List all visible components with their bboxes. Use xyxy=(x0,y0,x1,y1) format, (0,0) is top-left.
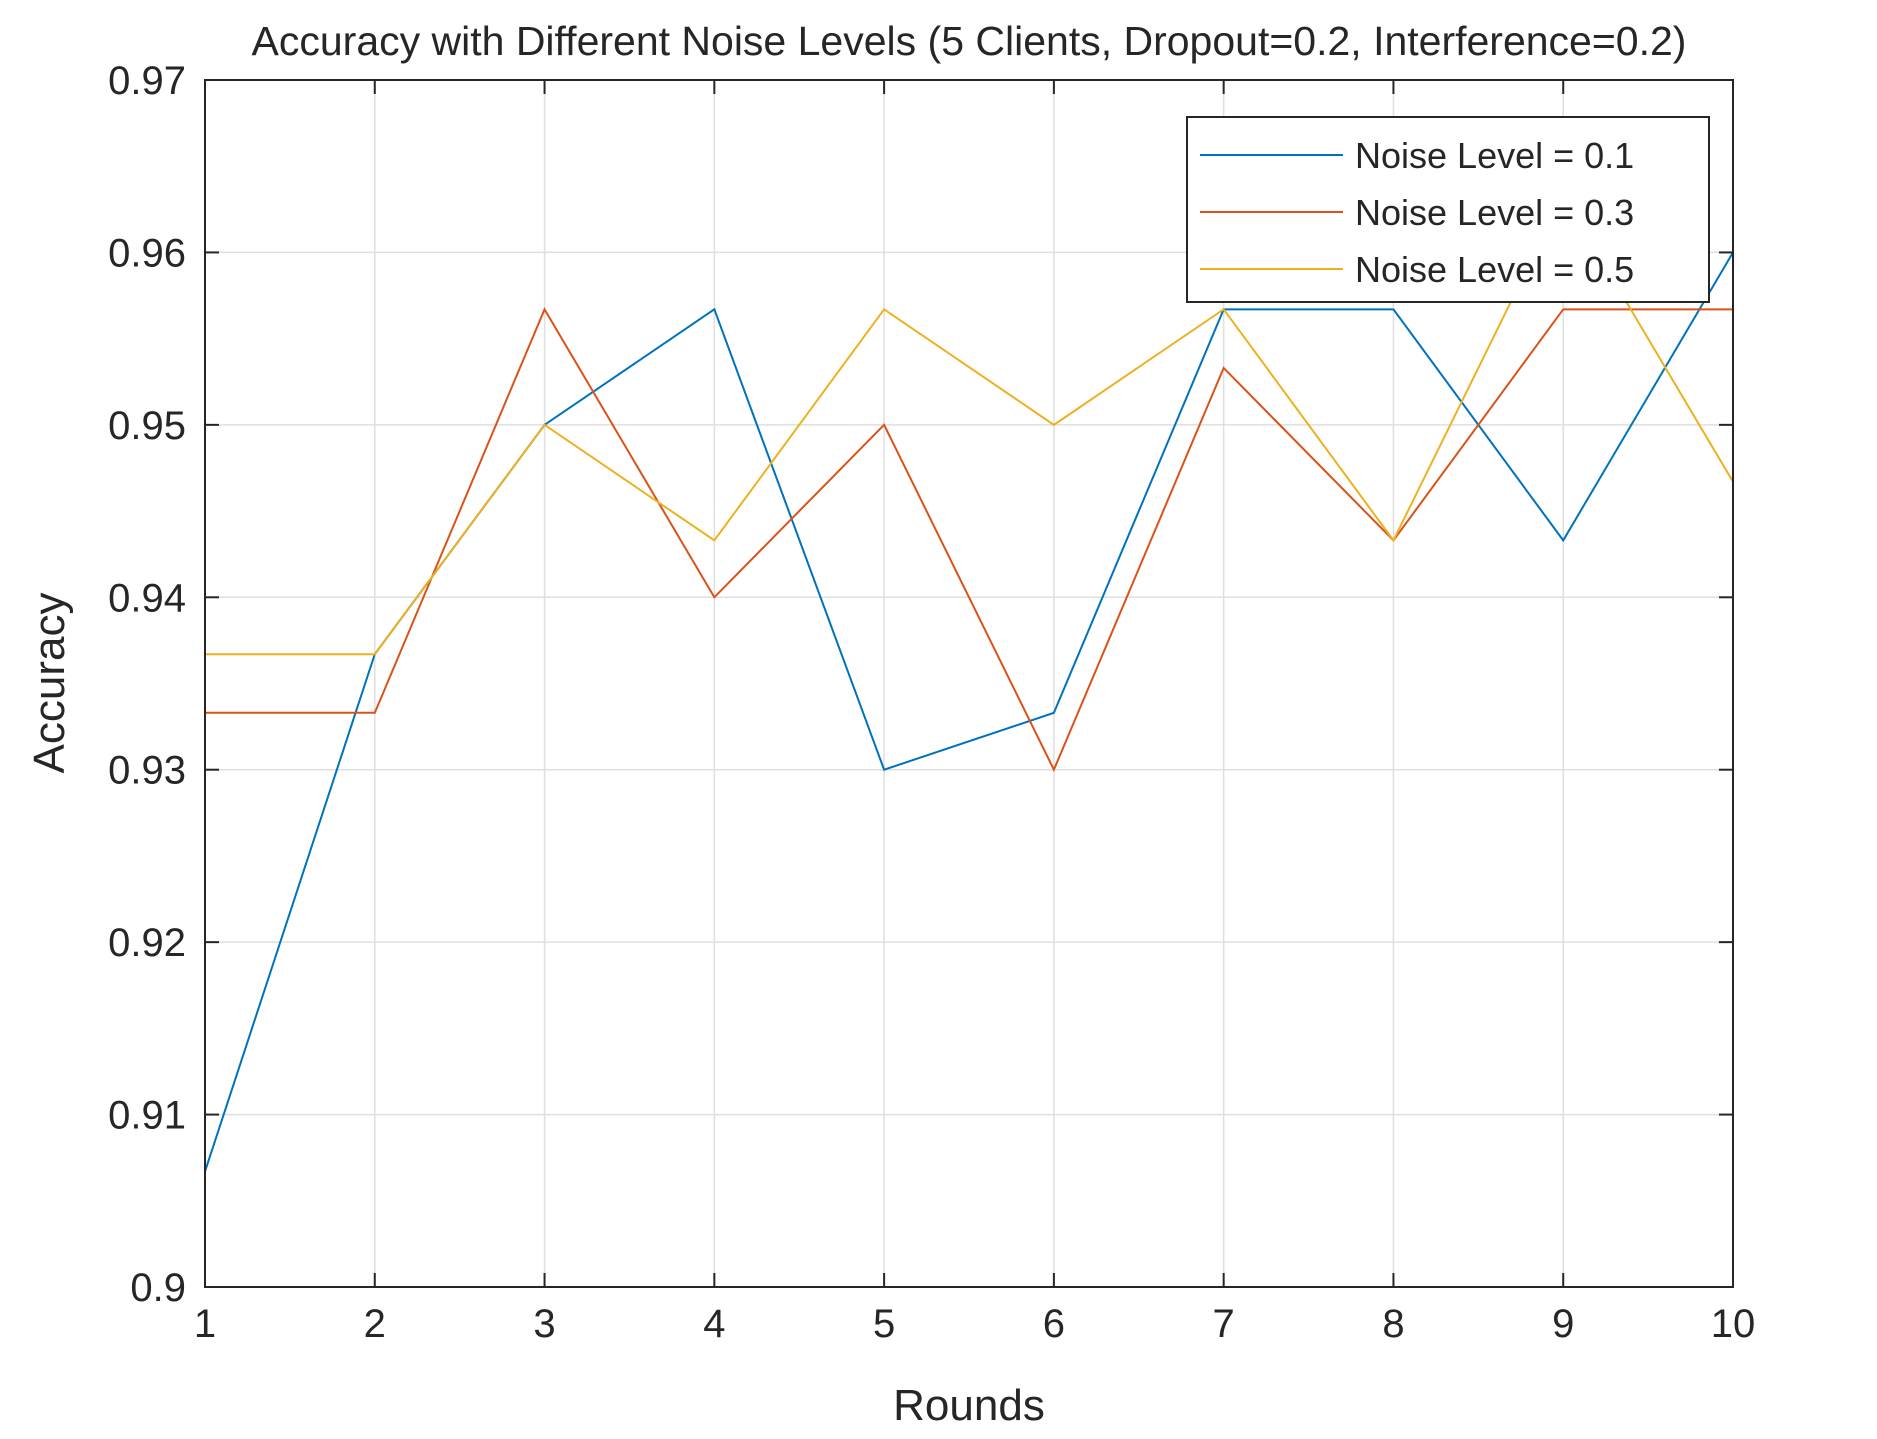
legend-label-2: Noise Level = 0.3 xyxy=(1355,192,1634,233)
chart-title: Accuracy with Different Noise Levels (5 … xyxy=(252,18,1687,64)
legend-label-3: Noise Level = 0.5 xyxy=(1355,249,1634,290)
legend-box xyxy=(1186,116,1710,303)
x-tick-label: 8 xyxy=(1382,1302,1404,1346)
x-axis-tick-labels: 1 2 3 4 5 6 7 8 9 10 xyxy=(194,1302,1755,1346)
legend-label-1: Noise Level = 0.1 xyxy=(1355,135,1634,176)
tick-marks xyxy=(204,79,1734,1288)
x-tick-label: 4 xyxy=(703,1302,725,1346)
x-tick-label: 6 xyxy=(1043,1302,1065,1346)
y-tick-label: 0.92 xyxy=(108,921,186,965)
x-tick-label: 5 xyxy=(873,1302,895,1346)
x-tick-label: 1 xyxy=(194,1302,216,1346)
y-tick-label: 0.96 xyxy=(108,231,186,275)
series-line-3 xyxy=(205,193,1733,656)
y-tick-label: 0.91 xyxy=(108,1094,186,1138)
series-lines xyxy=(205,193,1733,1172)
x-tick-label: 9 xyxy=(1552,1302,1574,1346)
x-axis-label: Rounds xyxy=(893,1381,1045,1430)
legend: Noise Level = 0.1 Noise Level = 0.3 Noise … xyxy=(1186,116,1710,303)
x-tick-label: 2 xyxy=(364,1302,386,1346)
plot-frame xyxy=(204,79,1734,1288)
y-axis-tick-labels: 0.9 0.91 0.92 0.93 0.94 0.95 0.96 0.97 xyxy=(108,59,186,1310)
x-tick-label: 10 xyxy=(1711,1302,1756,1346)
y-tick-label: 0.95 xyxy=(108,404,186,448)
y-axis-label: Accuracy xyxy=(25,593,74,774)
y-tick-label: 0.94 xyxy=(108,576,186,620)
x-tick-label: 7 xyxy=(1213,1302,1235,1346)
x-tick-label: 3 xyxy=(533,1302,555,1346)
y-tick-label: 0.97 xyxy=(108,59,186,103)
y-tick-label: 0.9 xyxy=(130,1266,186,1310)
series-line-2 xyxy=(205,307,1733,773)
y-tick-label: 0.93 xyxy=(108,749,186,793)
